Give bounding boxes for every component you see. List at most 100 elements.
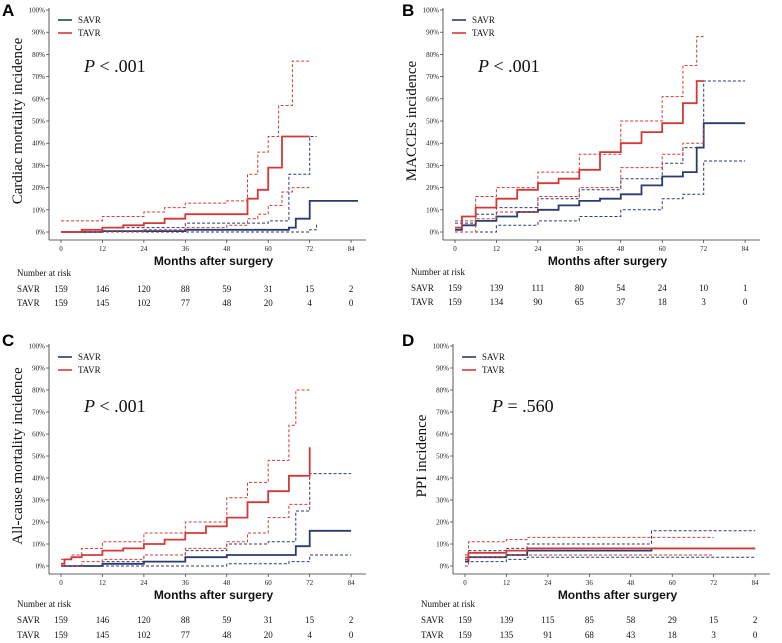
risk-savr-value: 120 [137, 284, 151, 294]
y-tick-label: 100% [433, 343, 450, 351]
y-tick-label: 90% [32, 29, 45, 37]
x-tick-label: 0 [453, 245, 457, 253]
savr-curve [61, 529, 352, 567]
risk-tavr-value: 4 [307, 298, 312, 308]
risk-tavr-value: 18 [658, 297, 668, 307]
y-tick-label: 10% [32, 206, 45, 214]
p-value: P < .001 [477, 56, 540, 76]
legend-tavr-label: TAVR [78, 28, 101, 38]
y-tick-label: 20% [436, 519, 449, 527]
tavr-ci-lower [465, 554, 714, 567]
y-axis-label: PPI incidence [414, 414, 430, 497]
risk-savr-value: 146 [96, 615, 110, 625]
risk-savr-value: 159 [54, 284, 68, 294]
x-axis-label: Months after surgery [548, 254, 668, 268]
x-tick-label: 84 [348, 245, 356, 253]
risk-savr-value: 159 [458, 615, 472, 625]
x-tick-label: 84 [742, 245, 750, 253]
panel-B: B 0% 10% 20% 30% 40% 50% 60% 70% 80% 90% 100% 0 12 24 3… [402, 1, 760, 307]
risk-tavr-value: 48 [222, 298, 232, 308]
x-axis-label: Months after surgery [154, 254, 274, 268]
x-tick-label: 72 [700, 245, 708, 253]
risk-tavr-value: 90 [533, 297, 543, 307]
y-axis-label: All-cause mortality incidence [10, 367, 26, 545]
x-tick-label: 60 [659, 245, 667, 253]
risk-row-label-savr: SAVR [17, 284, 40, 294]
y-tick-label: 20% [32, 519, 45, 527]
tavr-curve [465, 547, 756, 561]
y-tick-label: 70% [436, 409, 449, 417]
y-tick-label: 50% [32, 453, 45, 461]
y-tick-label: 60% [32, 95, 45, 103]
tavr-ci-upper [61, 389, 310, 560]
risk-tavr-value: 20 [264, 298, 274, 308]
x-axis-label: Months after surgery [558, 588, 678, 602]
risk-tavr-value: 0 [753, 630, 758, 640]
risk-tavr-value: 159 [54, 298, 68, 308]
legend-tavr-label: TAVR [78, 365, 101, 375]
savr-ci-upper [455, 80, 746, 224]
x-axis-label: Months after surgery [154, 588, 274, 602]
risk-savr-value: 2 [349, 615, 354, 625]
y-tick-label: 50% [32, 118, 45, 126]
risk-savr-value: 88 [181, 615, 191, 625]
legend-tavr-label: TAVR [482, 365, 505, 375]
panel-A: A0%10%20%30%40%50%60%70%80%90%100%0 12 24 3… [2, 1, 366, 308]
savr-ci-lower [455, 160, 746, 233]
risk-tavr-value: 159 [458, 630, 472, 640]
risk-savr-value: 80 [575, 283, 585, 293]
risk-savr-value: 1 [743, 283, 748, 293]
risk-tavr-value: 77 [181, 630, 191, 640]
risk-tavr-value: 48 [222, 630, 232, 640]
risk-savr-value: 10 [699, 283, 709, 293]
legend-savr-label: SAVR [472, 15, 495, 25]
risk-tavr-value: 159 [54, 630, 68, 640]
x-tick-label: 0 [463, 579, 467, 587]
y-tick-label: 10% [32, 541, 45, 549]
savr-curve [61, 200, 358, 233]
risk-table-title: Number at risk [17, 599, 71, 609]
savr-ci-lower [465, 556, 756, 567]
risk-savr-value: 139 [500, 615, 514, 625]
legend-savr-label: SAVR [78, 352, 101, 362]
legend-savr-label: SAVR [482, 352, 505, 362]
risk-savr-value: 59 [222, 284, 232, 294]
p-value: P = .560 [491, 396, 554, 416]
x-tick-label: 72 [306, 579, 314, 587]
tavr-curve [455, 80, 704, 229]
risk-savr-value: 15 [305, 284, 315, 294]
tavr-ci-lower [61, 497, 311, 567]
risk-savr-value: 115 [541, 615, 555, 625]
risk-tavr-value: 3 [701, 297, 706, 307]
y-tick-label: 100% [29, 7, 46, 15]
risk-savr-value: 15 [709, 615, 719, 625]
x-tick-label: 36 [182, 245, 190, 253]
y-tick-label: 30% [32, 162, 45, 170]
legend-savr-label: SAVR [78, 15, 101, 25]
risk-savr-value: 159 [448, 283, 462, 293]
y-tick-label: 10% [436, 541, 449, 549]
y-axis-label: Cardiac mortality incidence [10, 37, 26, 204]
y-tick-label: 90% [426, 29, 439, 37]
risk-table-title: Number at risk [421, 599, 475, 609]
risk-tavr-value: 37 [616, 297, 626, 307]
y-tick-label: 30% [426, 162, 439, 170]
risk-savr-value: 2 [753, 615, 758, 625]
risk-savr-value: 58 [626, 615, 636, 625]
x-tick-label: 48 [223, 245, 231, 253]
y-tick-label: 20% [32, 184, 45, 192]
y-axis-label: MACCEs incidence [404, 60, 420, 181]
risk-savr-value: 54 [616, 283, 626, 293]
panel-letter: C [2, 331, 14, 350]
x-tick-label: 24 [544, 579, 552, 587]
panel-D: D0%10%20%30%40%50%60%70%80%90%100%0 12 24 3… [402, 331, 770, 640]
risk-savr-value: 88 [181, 284, 191, 294]
risk-tavr-value: 91 [543, 630, 552, 640]
risk-tavr-value: 0 [349, 630, 354, 640]
y-tick-label: 70% [32, 409, 45, 417]
risk-tavr-value: 77 [181, 298, 191, 308]
x-tick-label: 24 [140, 579, 148, 587]
y-tick-label: 50% [426, 118, 439, 126]
y-tick-label: 0% [440, 563, 450, 571]
